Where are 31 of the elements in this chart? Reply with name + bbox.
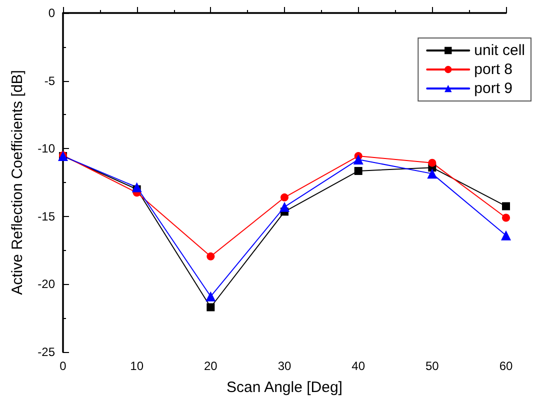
point <box>502 214 510 222</box>
point <box>206 303 215 312</box>
legend-label: port 9 <box>474 80 512 97</box>
point <box>502 202 510 210</box>
point <box>280 202 290 212</box>
y-tick-label: -10 <box>38 142 56 156</box>
point <box>428 158 436 167</box>
x-tick-label: 50 <box>425 359 440 373</box>
y-tick-label: -5 <box>44 74 56 88</box>
point <box>280 193 288 202</box>
point <box>132 182 142 192</box>
point <box>206 252 215 260</box>
point <box>353 154 364 164</box>
x-tick-label: 10 <box>130 359 144 373</box>
x-tick-label: 60 <box>499 359 513 373</box>
x-axis-title: Scan Angle [Deg] <box>226 379 342 396</box>
y-axis-title: Active Reflection Coefficients [dB] <box>9 70 26 295</box>
y-tick-label: -25 <box>38 345 56 359</box>
legend-label: unit cell <box>474 42 525 59</box>
x-tick-label: 20 <box>204 359 218 373</box>
y-tick-label: -15 <box>38 209 56 224</box>
y-tick-label: 0 <box>48 6 56 20</box>
x-tick-label: 40 <box>352 359 366 373</box>
point <box>501 230 511 240</box>
point <box>354 166 362 175</box>
x-tick-label: 30 <box>278 359 292 373</box>
y-tick-label: -20 <box>38 277 56 292</box>
point <box>427 168 438 179</box>
legend-label: port 8 <box>474 61 512 78</box>
x-tick-label: 0 <box>60 359 67 373</box>
point <box>206 291 216 302</box>
